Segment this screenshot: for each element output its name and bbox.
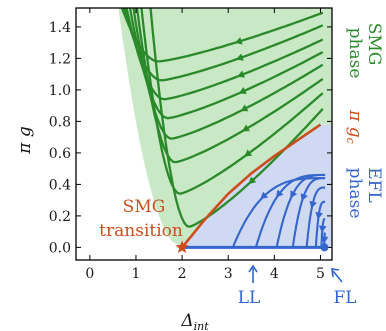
- smg-flow-arrow: [237, 70, 246, 78]
- critical-curve: [181, 123, 322, 249]
- smg-flow-arrow: [238, 87, 247, 95]
- efl-flow-arrow: [260, 191, 269, 200]
- point-markers: [175, 240, 329, 254]
- critical-curve-label: π gc: [344, 109, 365, 144]
- fl-point: [320, 243, 329, 252]
- efl-phase-region: [182, 124, 332, 248]
- y-axis-label: π g: [15, 126, 35, 155]
- smg-flow-arrow: [248, 176, 257, 185]
- efl-phase-label-1: EFL: [364, 167, 384, 203]
- smg-flow-line: [128, 8, 324, 120]
- y-tick-label: 0.4: [49, 177, 71, 193]
- critical-label-sub: c: [344, 138, 357, 144]
- efl-flow-arrow: [318, 225, 327, 233]
- smg-flow-line: [132, 8, 324, 140]
- x-tick-label: 2: [178, 266, 187, 282]
- flow-lines: [120, 8, 329, 248]
- transition-label-2: transition: [99, 221, 183, 241]
- smg-flow-arrow: [234, 37, 243, 45]
- y-tick-label: 0.6: [49, 146, 71, 162]
- x-tick-label: 4: [270, 266, 279, 282]
- x-axis-label: Δint: [180, 311, 209, 331]
- fl-label: FL: [333, 288, 356, 308]
- smg-transition-star: [175, 240, 189, 254]
- ll-label: LL: [238, 288, 261, 308]
- smg-flow-arrow: [242, 124, 251, 132]
- fl-arrow: [331, 268, 343, 283]
- smg-flow-line: [125, 8, 324, 101]
- x-tick-label: 3: [224, 266, 233, 282]
- smg-flow-line: [120, 8, 324, 63]
- x-axis-ticks: 0 1 2 3 4 5: [85, 8, 325, 282]
- smg-flow-line: [135, 8, 324, 164]
- critical-label-g: g: [345, 127, 365, 138]
- x-tick-label: 1: [132, 266, 141, 282]
- smg-phase-region: [118, 8, 332, 248]
- x-axis-label-main: Δ: [180, 311, 193, 331]
- transition-label-1: SMG: [123, 197, 166, 217]
- y-tick-label: 1.4: [49, 20, 71, 36]
- efl-flow-arrow: [275, 189, 284, 198]
- y-tick-label: 0.0: [49, 240, 71, 256]
- plot-frame: [75, 7, 333, 261]
- efl-flow-arrow: [290, 190, 298, 199]
- y-tick-label: 1.0: [49, 83, 71, 99]
- y-tick-label: 0.2: [49, 209, 71, 225]
- y-axis-ticks: 0.0 0.2 0.4 0.6 0.8 1.0 1.2 1.4: [49, 20, 332, 256]
- ll-arrow: [248, 264, 258, 283]
- efl-flow-arrow: [309, 200, 317, 209]
- smg-flow-line: [149, 8, 324, 228]
- x-tick-label: 5: [316, 266, 325, 282]
- efl-flow-arrow: [315, 211, 323, 220]
- smg-flow-line: [140, 8, 324, 196]
- smg-flow-arrow: [235, 53, 244, 61]
- smg-flow-arrow: [240, 104, 249, 112]
- smg-phase-label-2: phase: [345, 28, 365, 79]
- x-axis-label-subscript: int: [194, 320, 210, 331]
- efl-flow-arrow: [320, 236, 329, 244]
- critical-label-pi: π: [345, 109, 365, 122]
- y-tick-label: 0.8: [49, 114, 71, 130]
- y-tick-label: 1.2: [49, 51, 71, 67]
- efl-phase-label-2: phase: [345, 168, 365, 219]
- smg-flow-arrow: [244, 149, 253, 157]
- smg-flow-line: [123, 8, 324, 82]
- x-tick-label: 0: [85, 266, 94, 282]
- plot-area: [118, 8, 332, 249]
- efl-flow-arrow: [300, 193, 308, 202]
- smg-phase-label-1: SMG: [364, 23, 384, 66]
